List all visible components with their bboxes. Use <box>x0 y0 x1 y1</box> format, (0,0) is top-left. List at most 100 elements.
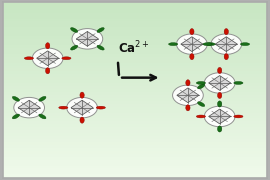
Bar <box>3 121 267 125</box>
Ellipse shape <box>24 57 33 60</box>
Bar <box>3 112 267 116</box>
Ellipse shape <box>203 43 212 46</box>
Ellipse shape <box>39 96 46 101</box>
Bar <box>3 18 267 22</box>
Bar <box>3 165 267 169</box>
Ellipse shape <box>80 117 84 123</box>
Bar <box>3 26 267 31</box>
Circle shape <box>173 85 203 105</box>
Ellipse shape <box>39 114 46 119</box>
Bar <box>3 141 267 146</box>
Circle shape <box>72 29 103 49</box>
Circle shape <box>204 106 235 127</box>
Bar <box>3 138 267 143</box>
Bar <box>3 82 267 87</box>
Ellipse shape <box>198 84 205 89</box>
Bar <box>3 9 267 14</box>
Ellipse shape <box>70 45 78 50</box>
Circle shape <box>211 34 242 54</box>
Ellipse shape <box>206 43 215 46</box>
Bar <box>3 88 267 93</box>
Bar <box>3 162 267 166</box>
Circle shape <box>204 73 235 93</box>
Bar <box>3 171 267 175</box>
Bar <box>3 62 267 66</box>
Ellipse shape <box>190 29 194 35</box>
Ellipse shape <box>46 43 50 49</box>
Polygon shape <box>18 100 40 115</box>
Ellipse shape <box>59 106 68 109</box>
Bar <box>3 21 267 25</box>
Ellipse shape <box>96 106 105 109</box>
Bar <box>3 109 267 114</box>
Bar <box>3 156 267 161</box>
Circle shape <box>177 34 207 54</box>
Ellipse shape <box>196 82 205 84</box>
Bar <box>3 153 267 158</box>
Bar <box>3 24 267 28</box>
Polygon shape <box>209 109 231 124</box>
Ellipse shape <box>168 43 178 46</box>
Bar <box>3 118 267 122</box>
Polygon shape <box>215 37 237 51</box>
Bar <box>3 147 267 152</box>
Bar <box>3 159 267 163</box>
Bar <box>3 132 267 137</box>
Polygon shape <box>76 31 99 46</box>
Bar <box>3 12 267 17</box>
Ellipse shape <box>186 80 190 86</box>
Bar <box>3 50 267 55</box>
Bar <box>3 6 267 11</box>
Bar <box>3 115 267 119</box>
Bar <box>3 144 267 149</box>
Bar <box>3 79 267 84</box>
Ellipse shape <box>46 68 50 74</box>
Bar <box>3 85 267 90</box>
Polygon shape <box>71 100 93 115</box>
Bar <box>3 100 267 105</box>
Bar <box>3 129 267 134</box>
Bar <box>3 41 267 46</box>
Bar <box>3 38 267 43</box>
Bar <box>3 53 267 58</box>
Bar <box>3 94 267 99</box>
Ellipse shape <box>198 102 205 107</box>
Ellipse shape <box>234 82 243 84</box>
Bar <box>3 91 267 96</box>
Polygon shape <box>209 76 231 90</box>
Text: Ca$^{2+}$: Ca$^{2+}$ <box>118 39 149 56</box>
Ellipse shape <box>12 114 19 119</box>
Bar <box>3 15 267 19</box>
Ellipse shape <box>190 53 194 60</box>
Ellipse shape <box>224 29 228 35</box>
Bar <box>3 174 267 178</box>
Bar <box>3 56 267 61</box>
Bar <box>3 65 267 69</box>
Polygon shape <box>177 88 199 103</box>
Ellipse shape <box>234 115 243 118</box>
Bar <box>3 135 267 140</box>
Bar <box>3 150 267 155</box>
Circle shape <box>67 97 97 118</box>
Bar <box>3 3 267 8</box>
Ellipse shape <box>240 43 249 46</box>
Bar <box>3 30 267 34</box>
Circle shape <box>32 48 63 68</box>
Bar <box>3 123 267 128</box>
Polygon shape <box>37 51 59 66</box>
Ellipse shape <box>224 53 228 60</box>
Bar <box>3 59 267 64</box>
Ellipse shape <box>218 126 222 132</box>
Bar <box>3 74 267 78</box>
Bar <box>3 106 267 111</box>
Ellipse shape <box>62 57 71 60</box>
Ellipse shape <box>218 101 222 107</box>
Bar <box>3 168 267 172</box>
Bar <box>3 68 267 72</box>
Ellipse shape <box>218 92 222 98</box>
Ellipse shape <box>218 67 222 74</box>
Bar <box>3 44 267 49</box>
Polygon shape <box>181 37 203 51</box>
Ellipse shape <box>12 96 19 101</box>
Bar <box>3 35 267 40</box>
